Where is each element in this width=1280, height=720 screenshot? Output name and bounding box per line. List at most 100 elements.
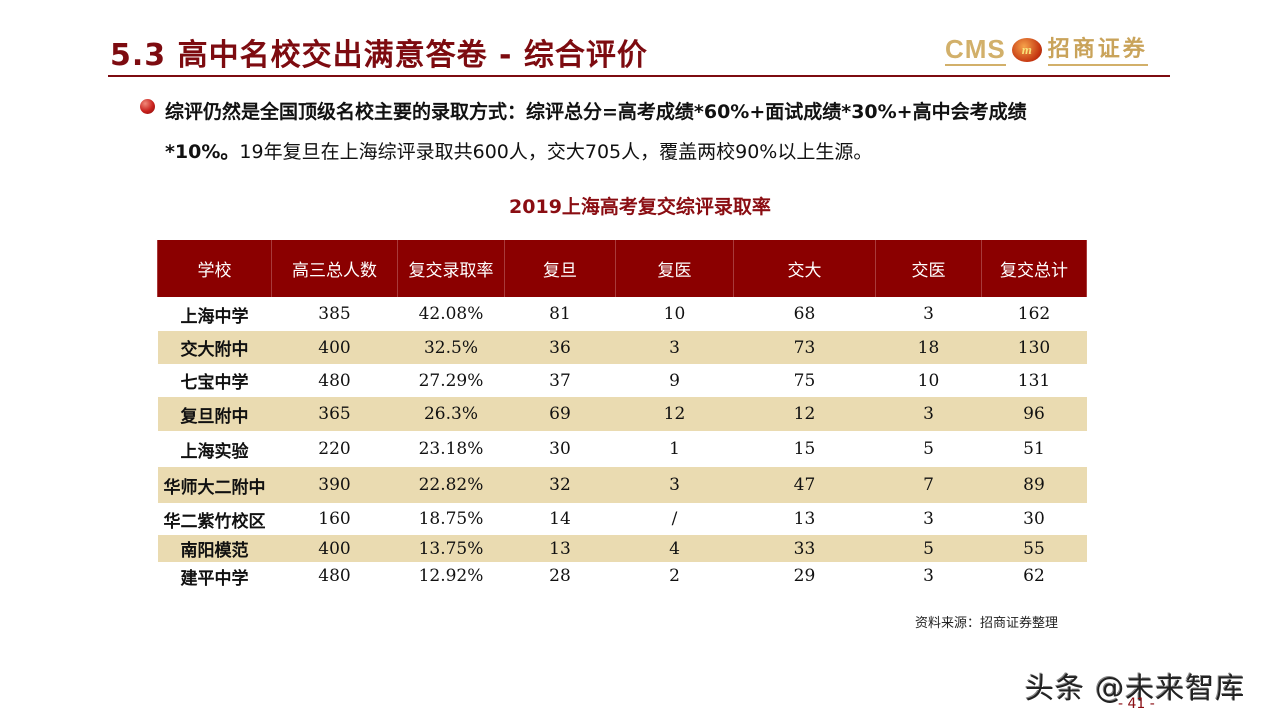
table-cell: 3 <box>615 331 734 364</box>
table-cell: 480 <box>271 364 398 397</box>
school-name-cell: 复旦附中 <box>157 397 272 431</box>
table-cell: 3 <box>875 297 982 331</box>
table-cell: 10 <box>615 297 734 331</box>
table-cell: 37 <box>504 364 616 397</box>
table-cell: 33 <box>733 535 876 562</box>
table-cell: 3 <box>875 562 982 590</box>
table-cell: 32 <box>504 467 616 503</box>
admission-table: 学校 高三总人数 复交录取率 复旦 复医 交大 交医 复交总计 上海中学 385 42.08% 81… <box>157 240 1087 590</box>
table-cell: 30 <box>504 431 616 467</box>
table-cell: 130 <box>981 331 1087 364</box>
summary-normal: 19年复旦在上海综评录取共600人，交大705人，覆盖两校90%以上生源。 <box>239 141 873 163</box>
cms-logo: CMS m 招商证券 <box>945 33 1148 67</box>
school-name-cell: 上海实验 <box>157 431 272 467</box>
page-number: - 41 - <box>1118 696 1155 712</box>
title-divider <box>108 75 1170 77</box>
school-name-cell: 华二紫竹校区 <box>157 503 272 535</box>
table-cell: 14 <box>504 503 616 535</box>
table-cell: 1 <box>615 431 734 467</box>
table-cell: 365 <box>271 397 398 431</box>
table-cell: 30 <box>981 503 1087 535</box>
page-title: 5.3 高中名校交出满意答卷 - 综合评价 <box>110 38 648 73</box>
table-cell: 400 <box>271 331 398 364</box>
school-name-cell: 建平中学 <box>157 562 272 590</box>
table-cell: 131 <box>981 364 1087 397</box>
table-cell: 3 <box>875 503 982 535</box>
table-cell: 13.75% <box>397 535 505 562</box>
column-header: 交大 <box>733 240 876 297</box>
table-cell: 32.5% <box>397 331 505 364</box>
table-cell: 29 <box>733 562 876 590</box>
table-cell: 390 <box>271 467 398 503</box>
table-cell: 15 <box>733 431 876 467</box>
table-cell: 5 <box>875 535 982 562</box>
table-cell: 75 <box>733 364 876 397</box>
table-cell: 18 <box>875 331 982 364</box>
column-header: 交医 <box>875 240 982 297</box>
table-cell: 10 <box>875 364 982 397</box>
summary-paragraph: 综评仍然是全国顶级名校主要的录取方式：综评总分=高考成绩*60%+面试成绩*30… <box>165 92 1095 172</box>
column-header: 复旦 <box>504 240 616 297</box>
table-cell: 12.92% <box>397 562 505 590</box>
table-row: 上海实验 220 23.18% 30 1 15 5 51 <box>157 431 1087 467</box>
logo-chinese: 招商证券 <box>1047 34 1148 66</box>
school-name-cell: 七宝中学 <box>157 364 272 397</box>
table-cell: 47 <box>733 467 876 503</box>
red-circle-bullet-icon <box>140 99 155 114</box>
table-cell: 42.08% <box>397 297 505 331</box>
table-row: 华二紫竹校区 160 18.75% 14/13 3 30 <box>157 503 1087 535</box>
table-cell: 2 <box>615 562 734 590</box>
table-cell: 27.29% <box>397 364 505 397</box>
table-row: 复旦附中 365 26.3% 69 12 12 3 96 <box>157 397 1087 431</box>
column-header: 高三总人数 <box>271 240 398 297</box>
table-cell: 89 <box>981 467 1087 503</box>
table-cell: 23.18% <box>397 431 505 467</box>
table-cell: 480 <box>271 562 398 590</box>
table-cell: 3 <box>875 397 982 431</box>
table-row: 七宝中学 480 27.29% 37 9 75 10 131 <box>157 364 1087 397</box>
table-row: 建平中学 480 12.92% 28 2 29 3 62 <box>157 562 1087 590</box>
table-row: 上海中学 385 42.08% 81 10 68 3 162 <box>157 297 1087 331</box>
table-cell: 4 <box>615 535 734 562</box>
school-name-cell: 南阳模范 <box>157 535 272 562</box>
table-cell: 400 <box>271 535 398 562</box>
table-cell: 62 <box>981 562 1087 590</box>
table-cell: 13 <box>504 535 616 562</box>
table-cell: 9 <box>615 364 734 397</box>
school-name-cell: 上海中学 <box>157 297 272 331</box>
table-cell: 96 <box>981 397 1087 431</box>
table-row: 华师大二附中 390 22.82% 32 3 47 7 89 <box>157 467 1087 503</box>
logo-latin: CMS <box>945 34 1006 66</box>
table-cell: 7 <box>875 467 982 503</box>
table-cell: 385 <box>271 297 398 331</box>
table-cell: 68 <box>733 297 876 331</box>
table-cell: 81 <box>504 297 616 331</box>
watermark: 头条 @未来智库 <box>1025 671 1246 705</box>
table-cell: 55 <box>981 535 1087 562</box>
table-cell: 36 <box>504 331 616 364</box>
table-row: 交大附中 400 32.5% 36 3 73 18 130 <box>157 331 1087 364</box>
logo-badge-icon: m <box>1011 38 1042 62</box>
table-cell: 28 <box>504 562 616 590</box>
table-cell: 162 <box>981 297 1087 331</box>
table-cell: 73 <box>733 331 876 364</box>
column-header: 学校 <box>157 240 272 297</box>
table-cell: 12 <box>615 397 734 431</box>
table-cell: / <box>615 503 734 535</box>
table-cell: 160 <box>271 503 398 535</box>
summary-bold: 综评仍然是全国顶级名校主要的录取方式：综评总分=高考成绩*60%+面试成绩*30… <box>165 101 1027 163</box>
table-cell: 3 <box>615 467 734 503</box>
column-header: 复医 <box>615 240 734 297</box>
source-note: 资料来源：招商证券整理 <box>915 616 1059 631</box>
school-name-cell: 交大附中 <box>157 331 272 364</box>
table-cell: 22.82% <box>397 467 505 503</box>
table-cell: 220 <box>271 431 398 467</box>
table-cell: 69 <box>504 397 616 431</box>
table-cell: 51 <box>981 431 1087 467</box>
table-row: 南阳模范 400 13.75% 13 4 33 5 55 <box>157 535 1087 562</box>
table-cell: 5 <box>875 431 982 467</box>
table-header-row: 学校 高三总人数 复交录取率 复旦 复医 交大 交医 复交总计 <box>157 240 1087 297</box>
column-header: 复交录取率 <box>397 240 505 297</box>
table-cell: 18.75% <box>397 503 505 535</box>
table-title: 2019上海高考复交综评录取率 <box>509 196 771 218</box>
